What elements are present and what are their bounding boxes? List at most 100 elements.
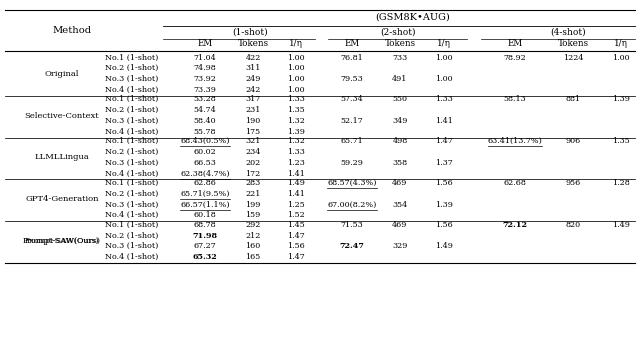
Text: 55.78: 55.78 bbox=[194, 128, 216, 136]
Text: 221: 221 bbox=[245, 190, 260, 198]
Text: 1.49: 1.49 bbox=[287, 179, 305, 187]
Text: LLMLLingua: LLMLLingua bbox=[35, 153, 90, 161]
Text: No.2 (1-shot): No.2 (1-shot) bbox=[106, 148, 159, 156]
Text: No.4 (1-shot): No.4 (1-shot) bbox=[106, 253, 159, 261]
Text: No.3 (1-shot): No.3 (1-shot) bbox=[106, 117, 159, 125]
Text: 1.00: 1.00 bbox=[287, 64, 305, 72]
Text: 1.41: 1.41 bbox=[287, 190, 305, 198]
Text: 234: 234 bbox=[245, 148, 260, 156]
Text: No.4 (1-shot): No.4 (1-shot) bbox=[106, 128, 159, 136]
Text: 1.39: 1.39 bbox=[287, 128, 305, 136]
Text: 66.53: 66.53 bbox=[193, 159, 216, 167]
Text: 59.29: 59.29 bbox=[340, 159, 364, 167]
Text: 68.43(0.5%): 68.43(0.5%) bbox=[180, 137, 230, 145]
Text: No.1 (1-shot): No.1 (1-shot) bbox=[106, 54, 159, 61]
Text: 1.49: 1.49 bbox=[612, 221, 630, 229]
Text: 733: 733 bbox=[392, 54, 408, 61]
Text: 172: 172 bbox=[245, 170, 260, 178]
Text: 354: 354 bbox=[392, 201, 408, 209]
Text: 71.04: 71.04 bbox=[194, 54, 216, 61]
Text: 311: 311 bbox=[245, 64, 260, 72]
Text: 820: 820 bbox=[565, 221, 580, 229]
Text: 491: 491 bbox=[392, 75, 408, 83]
Text: 58.40: 58.40 bbox=[194, 117, 216, 125]
Text: 57.34: 57.34 bbox=[340, 95, 364, 103]
Text: 60.18: 60.18 bbox=[194, 211, 216, 219]
Text: 1/η: 1/η bbox=[289, 39, 303, 49]
Text: 349: 349 bbox=[392, 117, 408, 125]
Text: 1.47: 1.47 bbox=[435, 137, 453, 145]
Text: 165: 165 bbox=[245, 253, 260, 261]
Text: Tokens: Tokens bbox=[385, 39, 415, 49]
Text: 550: 550 bbox=[392, 95, 408, 103]
Text: 1.41: 1.41 bbox=[435, 117, 453, 125]
Text: 65.32: 65.32 bbox=[193, 253, 218, 261]
Text: 329: 329 bbox=[392, 242, 408, 250]
Text: EM: EM bbox=[508, 39, 523, 49]
Text: 1224: 1224 bbox=[563, 54, 583, 61]
Text: 242: 242 bbox=[245, 86, 260, 94]
Text: No.1 (1-shot): No.1 (1-shot) bbox=[106, 137, 159, 145]
Text: No.3 (1-shot): No.3 (1-shot) bbox=[106, 159, 159, 167]
Text: 1.00: 1.00 bbox=[435, 54, 453, 61]
Text: 71.98: 71.98 bbox=[193, 232, 218, 240]
Text: 358: 358 bbox=[392, 159, 408, 167]
Text: 54.74: 54.74 bbox=[194, 106, 216, 114]
Text: 231: 231 bbox=[245, 106, 260, 114]
Text: (4-shot): (4-shot) bbox=[550, 28, 586, 36]
Text: Original: Original bbox=[45, 70, 79, 78]
Text: 1.28: 1.28 bbox=[612, 179, 630, 187]
Text: 63.41(13.7%): 63.41(13.7%) bbox=[488, 137, 543, 145]
Text: 190: 190 bbox=[245, 117, 260, 125]
Text: 1.35: 1.35 bbox=[612, 137, 630, 145]
Text: 65.71(9.5%): 65.71(9.5%) bbox=[180, 190, 230, 198]
Text: 68.78: 68.78 bbox=[194, 221, 216, 229]
Text: 1.35: 1.35 bbox=[287, 106, 305, 114]
Text: No.2 (1-shot): No.2 (1-shot) bbox=[106, 190, 159, 198]
Text: 175: 175 bbox=[245, 128, 260, 136]
Text: 74.98: 74.98 bbox=[194, 64, 216, 72]
Text: 1.49: 1.49 bbox=[435, 242, 453, 250]
Text: Tokens: Tokens bbox=[557, 39, 589, 49]
Text: 881: 881 bbox=[565, 95, 580, 103]
Text: No.1 (1-shot): No.1 (1-shot) bbox=[106, 95, 159, 103]
Text: 65.71: 65.71 bbox=[340, 137, 364, 145]
Text: Selective-Context: Selective-Context bbox=[25, 112, 99, 120]
Text: 1.33: 1.33 bbox=[435, 95, 453, 103]
Text: 1.00: 1.00 bbox=[435, 75, 453, 83]
Text: No.4 (1-shot): No.4 (1-shot) bbox=[106, 211, 159, 219]
Text: 1.25: 1.25 bbox=[287, 201, 305, 209]
Text: 73.92: 73.92 bbox=[193, 75, 216, 83]
Text: 1.39: 1.39 bbox=[435, 201, 453, 209]
Text: 1.52: 1.52 bbox=[287, 211, 305, 219]
Text: 422: 422 bbox=[245, 54, 260, 61]
Text: 66.57(1.1%): 66.57(1.1%) bbox=[180, 201, 230, 209]
Text: 76.81: 76.81 bbox=[340, 54, 364, 61]
Text: 1.37: 1.37 bbox=[435, 159, 453, 167]
Text: 1.47: 1.47 bbox=[287, 253, 305, 261]
Text: 1.32: 1.32 bbox=[287, 137, 305, 145]
Text: 283: 283 bbox=[245, 179, 260, 187]
Text: 160: 160 bbox=[245, 242, 260, 250]
Text: No.1 (1-shot): No.1 (1-shot) bbox=[106, 221, 159, 229]
Text: 78.92: 78.92 bbox=[504, 54, 526, 61]
Text: 1.32: 1.32 bbox=[287, 117, 305, 125]
Text: 292: 292 bbox=[245, 221, 260, 229]
Text: 62.38(4.7%): 62.38(4.7%) bbox=[180, 170, 230, 178]
Text: 212: 212 bbox=[245, 232, 260, 240]
Text: No.3 (1-shot): No.3 (1-shot) bbox=[106, 201, 159, 209]
Text: No.2 (1-shot): No.2 (1-shot) bbox=[106, 232, 159, 240]
Text: Pʀompt-SAW(Ours): Pʀompt-SAW(Ours) bbox=[25, 237, 99, 245]
Text: 1.33: 1.33 bbox=[287, 95, 305, 103]
Text: 53.28: 53.28 bbox=[194, 95, 216, 103]
Text: 1.56: 1.56 bbox=[435, 179, 453, 187]
Text: Method: Method bbox=[52, 26, 92, 35]
Text: 72.47: 72.47 bbox=[340, 242, 364, 250]
Text: 1.00: 1.00 bbox=[287, 86, 305, 94]
Text: 199: 199 bbox=[245, 201, 260, 209]
Text: 1.00: 1.00 bbox=[287, 75, 305, 83]
Text: (1-shot): (1-shot) bbox=[233, 28, 268, 36]
Text: 159: 159 bbox=[245, 211, 260, 219]
Text: 1.45: 1.45 bbox=[287, 221, 305, 229]
Text: 52.17: 52.17 bbox=[340, 117, 364, 125]
